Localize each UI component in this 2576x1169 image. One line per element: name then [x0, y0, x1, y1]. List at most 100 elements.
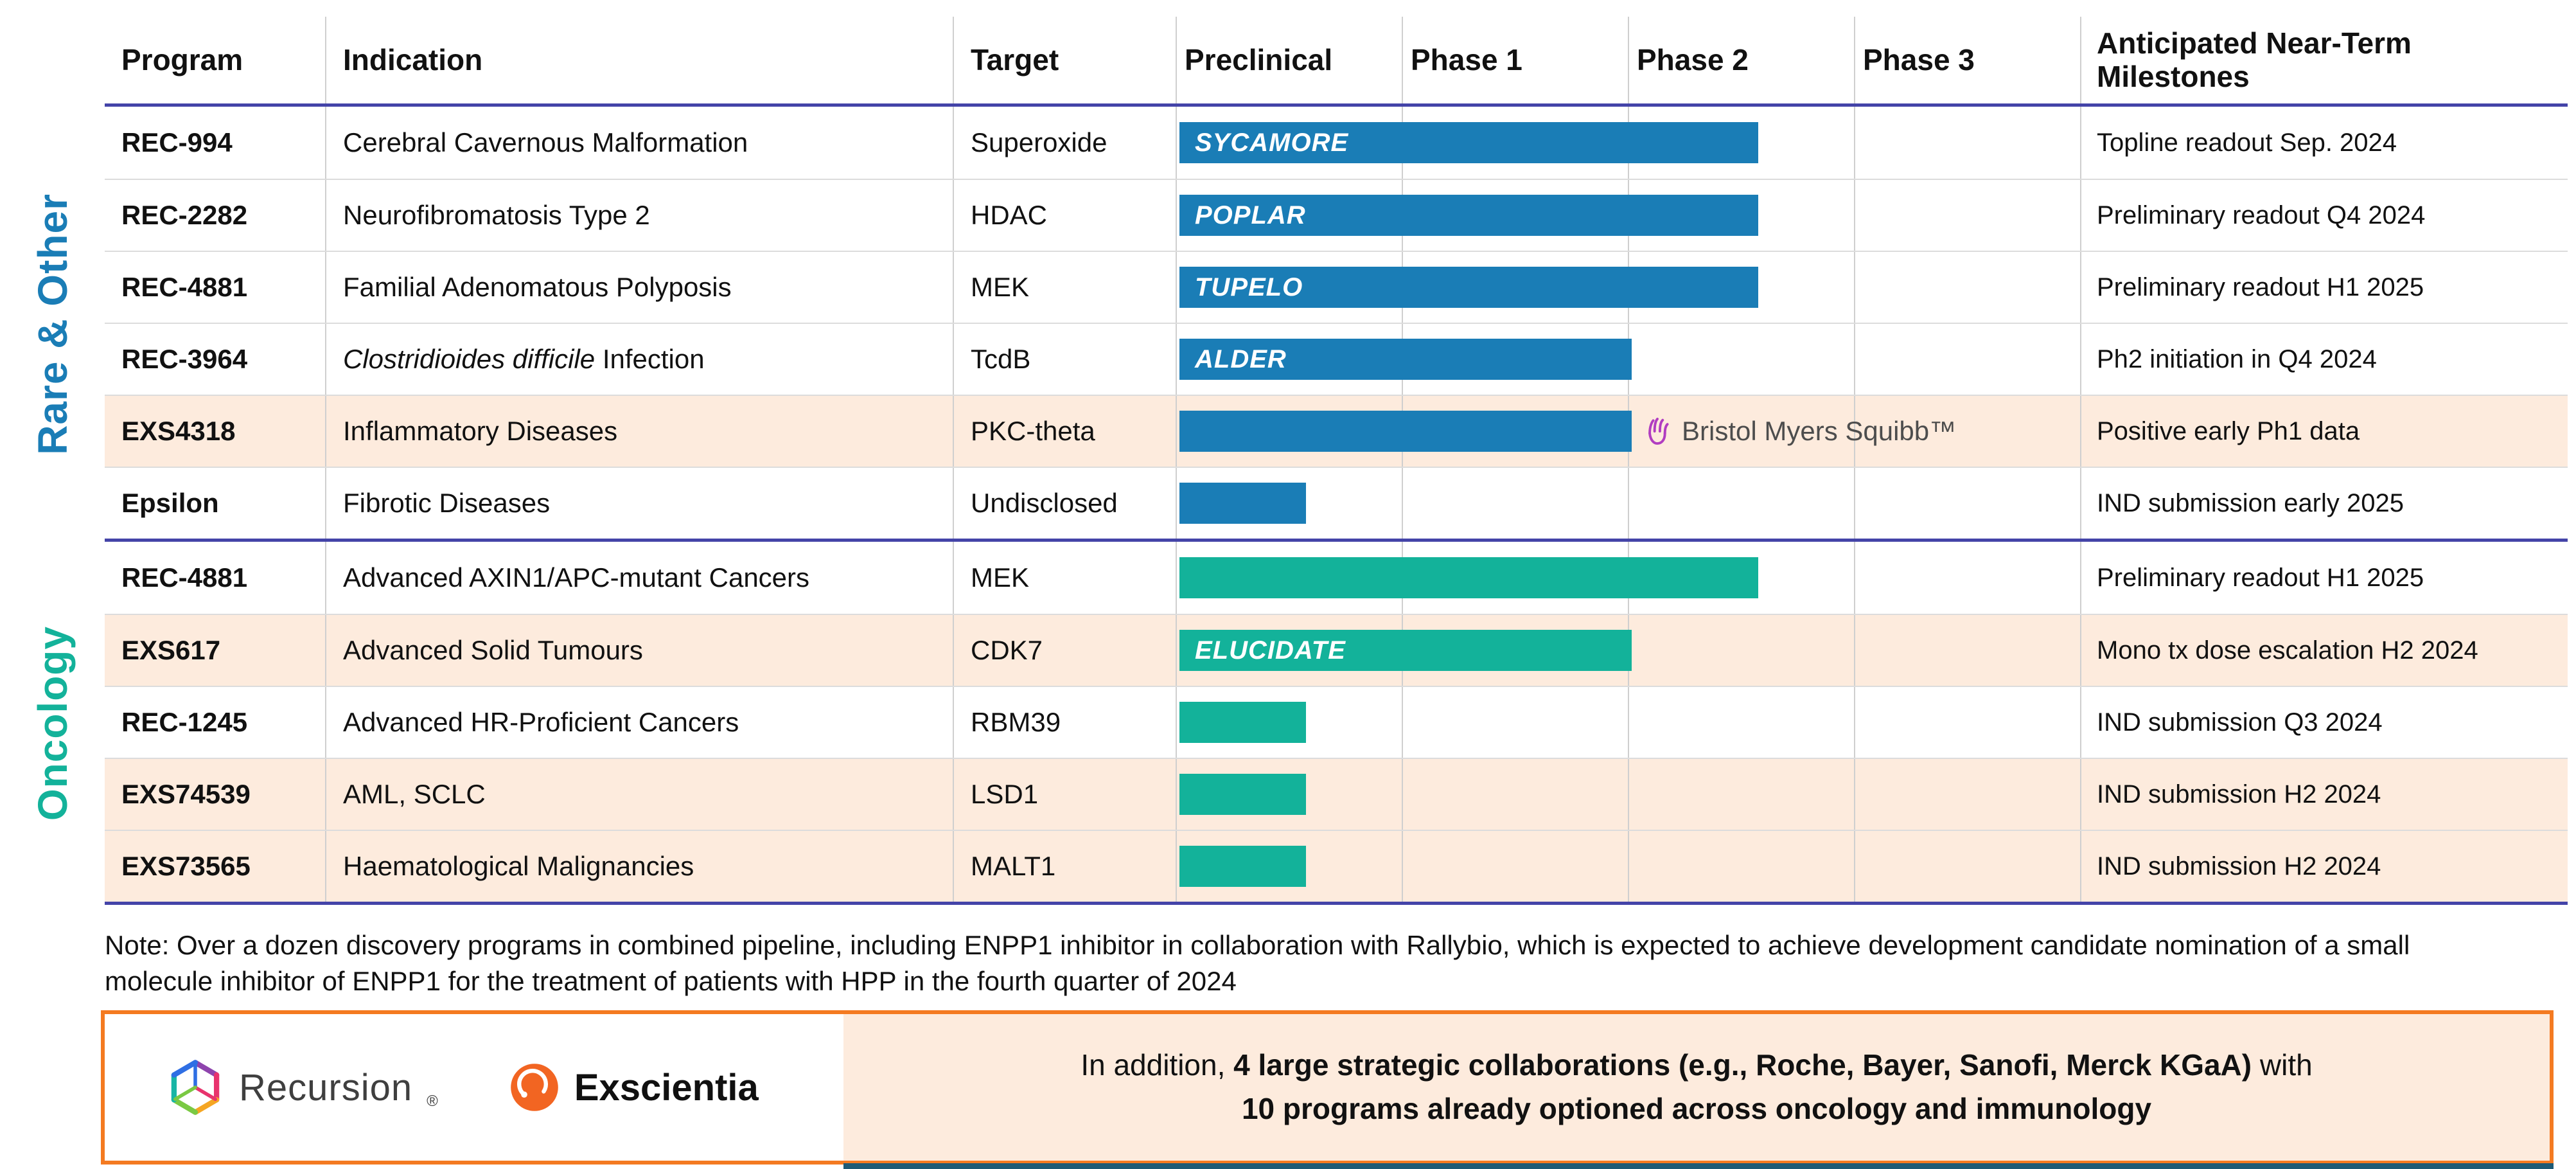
collaboration-banner: Recursion ® Exscientia In addition, 4 la…	[101, 1010, 2554, 1165]
target-value: CDK7	[971, 635, 1043, 665]
phase-cell-phase3	[1855, 831, 2081, 902]
table-row: REC-994 Cerebral Cavernous Malformation …	[105, 107, 2568, 179]
program-cell: EXS617	[105, 615, 326, 686]
group-oncology-gutter: Oncology	[0, 542, 105, 905]
phase-cell-phase3	[1855, 324, 2081, 395]
target-cell: Superoxide	[954, 107, 1177, 179]
indication-value: AML, SCLC	[343, 779, 486, 809]
target-cell: Undisclosed	[954, 468, 1177, 539]
bms-hand-icon	[1648, 417, 1669, 445]
trial-name-label: TUPELO	[1195, 272, 1303, 301]
phase-track: Bristol Myers Squibb™	[1177, 396, 2081, 467]
indication-cell: Advanced AXIN1/APC-mutant Cancers	[326, 542, 954, 614]
phase-cell-phase3	[1855, 468, 2081, 539]
phase-track: POPLAR	[1177, 180, 2081, 251]
milestone-value: Topline readout Sep. 2024	[2097, 128, 2397, 157]
col-header-phase1: Phase 1	[1403, 17, 1629, 103]
col-header-preclinical: Preclinical	[1177, 17, 1403, 103]
progress-bar: TUPELO	[1179, 267, 1759, 308]
program-cell: REC-994	[105, 107, 326, 179]
group-label-rare-and-other: Rare & Other	[29, 193, 76, 455]
indication-cell: Advanced Solid Tumours	[326, 615, 954, 686]
milestone-cell: Positive early Ph1 data	[2081, 396, 2568, 467]
progress-bar	[1179, 774, 1307, 815]
indication-value: Advanced AXIN1/APC-mutant Cancers	[343, 562, 810, 593]
phase-track: ALDER	[1177, 324, 2081, 395]
table-row-highlighted: EXS617 Advanced Solid Tumours CDK7 ELUCI…	[105, 614, 2568, 686]
phase-cell-phase3	[1855, 252, 2081, 323]
bristol-myers-squibb-logo: Bristol Myers Squibb™	[1641, 415, 1956, 448]
milestone-cell: IND submission Q3 2024	[2081, 687, 2568, 758]
program-value: EXS617	[121, 635, 221, 665]
milestone-cell: IND submission H2 2024	[2081, 831, 2568, 902]
target-cell: MEK	[954, 252, 1177, 323]
indication-cell: Clostridioides difficile Infection	[326, 324, 954, 395]
phase-cell-phase1	[1403, 468, 1629, 539]
col-header-target-label: Target	[971, 42, 1059, 76]
phase-cell-phase3	[1855, 759, 2081, 830]
indication-value: Familial Adenomatous Polyposis	[343, 272, 732, 302]
phase-cell-phase2	[1629, 468, 1855, 539]
progress-bar: SYCAMORE	[1179, 122, 1759, 163]
group-rare-gutter: Rare & Other	[0, 107, 105, 542]
target-value: MEK	[971, 272, 1030, 302]
milestone-cell: Ph2 initiation in Q4 2024	[2081, 324, 2568, 395]
progress-bar: POPLAR	[1179, 195, 1759, 236]
col-header-program-label: Program	[121, 42, 243, 76]
table-row: Epsilon Fibrotic Diseases Undisclosed IN…	[105, 467, 2568, 539]
table-row: REC-4881 Advanced AXIN1/APC-mutant Cance…	[105, 542, 2568, 614]
program-value: Epsilon	[121, 488, 219, 518]
milestone-value: IND submission Q3 2024	[2097, 708, 2383, 736]
milestone-cell: Mono tx dose escalation H2 2024	[2081, 615, 2568, 686]
phase-cell-preclinical	[1177, 687, 1403, 758]
phase-cell-phase1	[1403, 759, 1629, 830]
phase-cell-phase2	[1629, 759, 1855, 830]
target-cell: RBM39	[954, 687, 1177, 758]
target-value: TcdB	[971, 344, 1031, 374]
table-header: Program Indication Target Preclinical Ph…	[0, 17, 2568, 107]
program-value: REC-4881	[121, 272, 248, 302]
collab-bold-2: 10 programs already optioned across onco…	[1241, 1092, 2152, 1125]
target-value: Superoxide	[971, 127, 1107, 157]
indication-cell: Neurofibromatosis Type 2	[326, 180, 954, 251]
indication-cell: Inflammatory Diseases	[326, 396, 954, 467]
phase-track	[1177, 831, 2081, 902]
program-cell: REC-4881	[105, 542, 326, 614]
target-cell: MEK	[954, 542, 1177, 614]
target-cell: CDK7	[954, 615, 1177, 686]
phase-cell-phase3	[1855, 615, 2081, 686]
col-header-phase1-label: Phase 1	[1411, 42, 1522, 76]
collaboration-line-1: In addition, 4 large strategic collabora…	[843, 1046, 2550, 1085]
progress-bar: ALDER	[1179, 339, 1632, 380]
phase-cell-phase1	[1403, 687, 1629, 758]
target-value: RBM39	[971, 707, 1061, 737]
indication-value: Advanced Solid Tumours	[343, 635, 643, 665]
phase-cell-phase3	[1855, 542, 2081, 614]
program-value: EXS74539	[121, 779, 251, 809]
milestone-value: IND submission early 2025	[2097, 488, 2404, 517]
col-header-phase3-label: Phase 3	[1863, 42, 1975, 76]
indication-rest-part: Infection	[595, 344, 705, 374]
program-value: REC-4881	[121, 562, 248, 593]
phase-track: SYCAMORE	[1177, 107, 2081, 179]
milestone-value: Mono tx dose escalation H2 2024	[2097, 636, 2478, 665]
table-row: REC-4881 Familial Adenomatous Polyposis …	[105, 251, 2568, 323]
collab-bold-1: 4 large strategic collaborations (e.g., …	[1233, 1048, 2252, 1082]
target-cell: MALT1	[954, 831, 1177, 902]
trial-name-label: POPLAR	[1195, 201, 1306, 229]
phase-cell-phase2	[1629, 615, 1855, 686]
program-cell: REC-3964	[105, 324, 326, 395]
recursion-trademark: ®	[427, 1093, 438, 1110]
program-value: EXS4318	[121, 416, 236, 446]
indication-value: Neurofibromatosis Type 2	[343, 200, 650, 230]
program-cell: EXS4318	[105, 396, 326, 467]
program-value: EXS73565	[121, 851, 251, 881]
milestone-value: Preliminary readout Q4 2024	[2097, 201, 2426, 229]
phase-cell-preclinical	[1177, 468, 1403, 539]
target-value: HDAC	[971, 200, 1048, 230]
bms-wordmark: Bristol Myers Squibb™	[1682, 416, 1957, 446]
phase-cell-phase2	[1629, 107, 1855, 179]
col-header-program: Program	[105, 17, 326, 103]
trial-name-label: ALDER	[1195, 344, 1287, 373]
col-header-phase2-label: Phase 2	[1637, 42, 1749, 76]
